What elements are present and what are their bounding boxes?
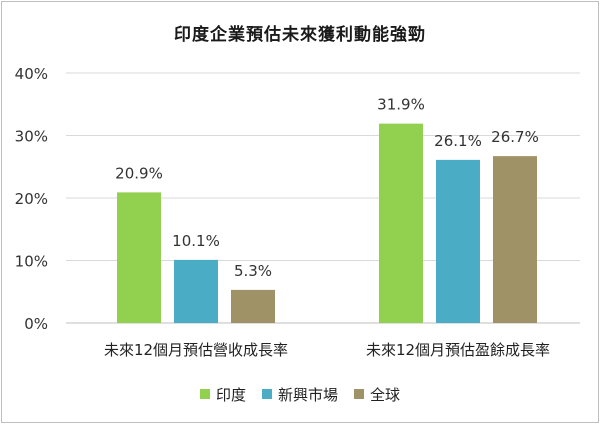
x-category-label: 未來12個月預估營收成長率 (104, 341, 288, 359)
legend-label: 新興市場 (277, 385, 338, 404)
legend-swatch (199, 389, 210, 399)
data-label: 10.1% (172, 232, 220, 250)
legend-item: 全球 (354, 384, 400, 405)
bar (117, 192, 161, 323)
data-label: 26.7% (491, 128, 539, 146)
data-label: 20.9% (115, 164, 163, 182)
bar (231, 289, 275, 323)
legend-swatch (261, 389, 272, 399)
y-tick-label: 30% (15, 128, 48, 146)
y-tick-label: 20% (15, 190, 48, 208)
legend-label: 印度 (215, 385, 246, 404)
bar (493, 156, 537, 323)
data-label: 5.3% (234, 262, 272, 280)
chart-title: 印度企業預估未來獲利動能強勁 (174, 25, 426, 45)
legend-label: 全球 (370, 385, 401, 404)
x-category-label: 未來12個月預估盈餘成長率 (366, 341, 550, 359)
legend-item: 印度 (199, 384, 246, 405)
bar (174, 259, 218, 323)
data-label: 31.9% (377, 96, 425, 114)
legend-swatch (354, 389, 364, 399)
y-tick-label: 10% (15, 253, 48, 271)
legend-item: 新興市場 (261, 384, 338, 405)
bar (379, 123, 423, 323)
legend: 印度 新興市場 全球 (0, 382, 600, 406)
y-tick-label: 40% (15, 65, 48, 83)
y-tick-label: 0% (24, 315, 48, 333)
data-label: 26.1% (434, 132, 482, 150)
bar (436, 159, 480, 323)
